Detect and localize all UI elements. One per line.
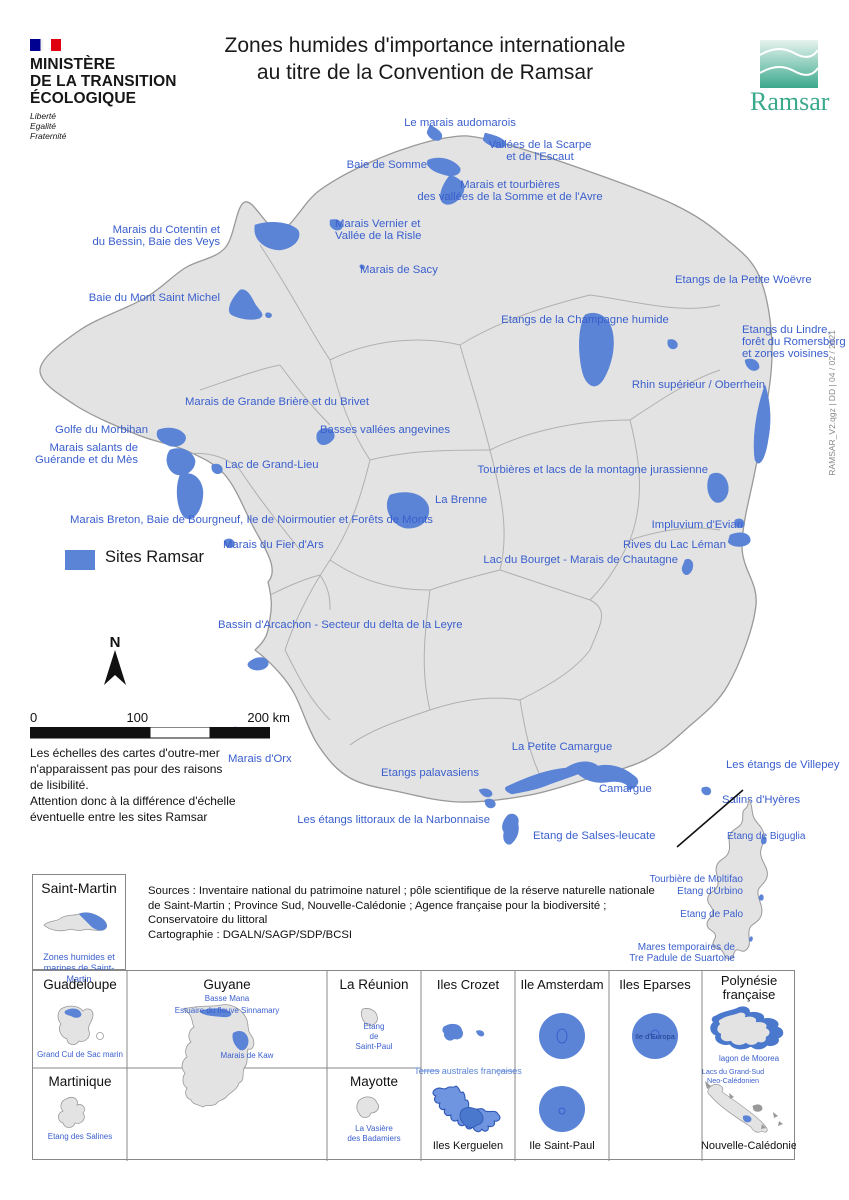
svg-text:Tourbières et lacs de la monta: Tourbières et lacs de la montagne jurass… xyxy=(478,464,708,476)
svg-text:La Vasière: La Vasière xyxy=(355,1124,393,1133)
svg-text:Marais Vernier et: Marais Vernier et xyxy=(335,218,421,230)
svg-text:et zones voisines: et zones voisines xyxy=(742,348,829,360)
svg-text:Iles Eparses: Iles Eparses xyxy=(619,977,691,992)
svg-text:Les étangs de Villepey: Les étangs de Villepey xyxy=(726,759,840,771)
svg-text:Polynésie: Polynésie xyxy=(721,973,777,988)
svg-text:La Petite Camargue: La Petite Camargue xyxy=(512,741,612,753)
svg-text:Lacs du Grand-Sud: Lacs du Grand-Sud xyxy=(702,1067,764,1076)
svg-text:Lac du Bourget - Marais de Cha: Lac du Bourget - Marais de Chautagne xyxy=(483,554,678,566)
svg-text:Tre Padule de Suartone: Tre Padule de Suartone xyxy=(629,953,735,964)
svg-text:des Badamiers: des Badamiers xyxy=(347,1134,400,1143)
svg-text:Ile Saint-Paul: Ile Saint-Paul xyxy=(529,1140,594,1152)
svg-text:Les étangs littoraux de la Nar: Les étangs littoraux de la Narbonnaise xyxy=(297,814,490,826)
svg-text:des vallées de la Somme et de: des vallées de la Somme et de l'Avre xyxy=(417,191,602,203)
svg-text:Etang de Biguglia: Etang de Biguglia xyxy=(727,831,806,842)
svg-text:Guérande et du Mès: Guérande et du Mès xyxy=(35,454,138,466)
svg-text:Marais du Cotentin et: Marais du Cotentin et xyxy=(113,224,221,236)
svg-text:Etangs de la Petite Woëvre: Etangs de la Petite Woëvre xyxy=(675,274,812,286)
svg-text:Baie de Somme: Baie de Somme xyxy=(347,159,427,171)
svg-text:Mayotte: Mayotte xyxy=(350,1074,398,1089)
svg-text:Etang: Etang xyxy=(364,1022,385,1031)
svg-text:N: N xyxy=(110,635,121,651)
svg-text:Ramsar: Ramsar xyxy=(750,87,830,116)
svg-text:Vallée de la Risle: Vallée de la Risle xyxy=(335,230,421,242)
svg-text:Guadeloupe: Guadeloupe xyxy=(43,977,117,992)
svg-text:Iles Crozet: Iles Crozet xyxy=(437,977,500,992)
svg-text:Etangs palavasiens: Etangs palavasiens xyxy=(381,767,479,779)
svg-text:Marais salants de: Marais salants de xyxy=(49,442,138,454)
svg-text:Impluvium d'Evian: Impluvium d'Evian xyxy=(652,519,743,531)
svg-text:Marais Breton, Baie de Bourgne: Marais Breton, Baie de Bourgneuf, Ile de… xyxy=(70,514,433,526)
svg-text:et de l'Escaut: et de l'Escaut xyxy=(506,151,574,163)
svg-text:La Brenne: La Brenne xyxy=(435,494,487,506)
svg-text:Etang des Salines: Etang des Salines xyxy=(48,1132,113,1141)
svg-text:Vallées de la Scarpe: Vallées de la Scarpe xyxy=(489,139,592,151)
svg-text:Basses vallées angevines: Basses vallées angevines xyxy=(320,424,450,436)
svg-text:Lac de Grand-Lieu: Lac de Grand-Lieu xyxy=(225,459,319,471)
svg-text:Iles Kerguelen: Iles Kerguelen xyxy=(433,1140,503,1152)
svg-text:Marais de Kaw: Marais de Kaw xyxy=(221,1051,274,1060)
svg-text:Guyane: Guyane xyxy=(203,977,250,992)
svg-text:Etangs de la Champagne humide: Etangs de la Champagne humide xyxy=(501,314,669,326)
svg-text:Le marais audomarois: Le marais audomarois xyxy=(404,117,516,129)
svg-text:La Réunion: La Réunion xyxy=(339,977,408,992)
svg-text:Marais de Grande Brière et du: Marais de Grande Brière et du Brivet xyxy=(185,396,370,408)
svg-text:Estuaire du fleuve Sinnamary: Estuaire du fleuve Sinnamary xyxy=(175,1006,280,1015)
svg-text:Saint-Paul: Saint-Paul xyxy=(356,1042,393,1051)
svg-text:Bassin d'Arcachon - Secteur du: Bassin d'Arcachon - Secteur du delta de … xyxy=(218,619,463,631)
svg-text:lagon de Moorea: lagon de Moorea xyxy=(719,1054,780,1063)
svg-text:Rhin supérieur / Oberrhein: Rhin supérieur / Oberrhein xyxy=(632,379,765,391)
svg-text:Marais et tourbières: Marais et tourbières xyxy=(460,179,560,191)
svg-text:Basse Mana: Basse Mana xyxy=(205,994,250,1003)
svg-text:Mares temporaires de: Mares temporaires de xyxy=(638,942,736,953)
svg-text:Marais du Fier d'Ars: Marais du Fier d'Ars xyxy=(223,539,324,551)
svg-text:Golfe du Morbihan: Golfe du Morbihan xyxy=(55,424,148,436)
svg-text:Neo-Calédonien: Neo-Calédonien xyxy=(707,1076,759,1085)
svg-text:française: française xyxy=(723,987,776,1002)
svg-text:Nouvelle-Calédonie: Nouvelle-Calédonie xyxy=(701,1140,796,1152)
svg-text:de: de xyxy=(370,1032,379,1041)
svg-text:Etangs du Lindre,: Etangs du Lindre, xyxy=(742,324,831,336)
svg-text:Ile Amsterdam: Ile Amsterdam xyxy=(520,977,603,992)
svg-text:Martinique: Martinique xyxy=(48,1074,111,1089)
svg-text:du Bessin, Baie des Veys: du Bessin, Baie des Veys xyxy=(93,236,221,248)
svg-text:Baie du Mont Saint Michel: Baie du Mont Saint Michel xyxy=(89,292,220,304)
svg-text:Marais de Sacy: Marais de Sacy xyxy=(360,264,438,276)
svg-text:Ile d'Europa: Ile d'Europa xyxy=(635,1032,676,1041)
svg-text:Rives du Lac Léman: Rives du Lac Léman xyxy=(623,539,726,551)
svg-text:Grand Cul de Sac marin: Grand Cul de Sac marin xyxy=(37,1050,123,1059)
